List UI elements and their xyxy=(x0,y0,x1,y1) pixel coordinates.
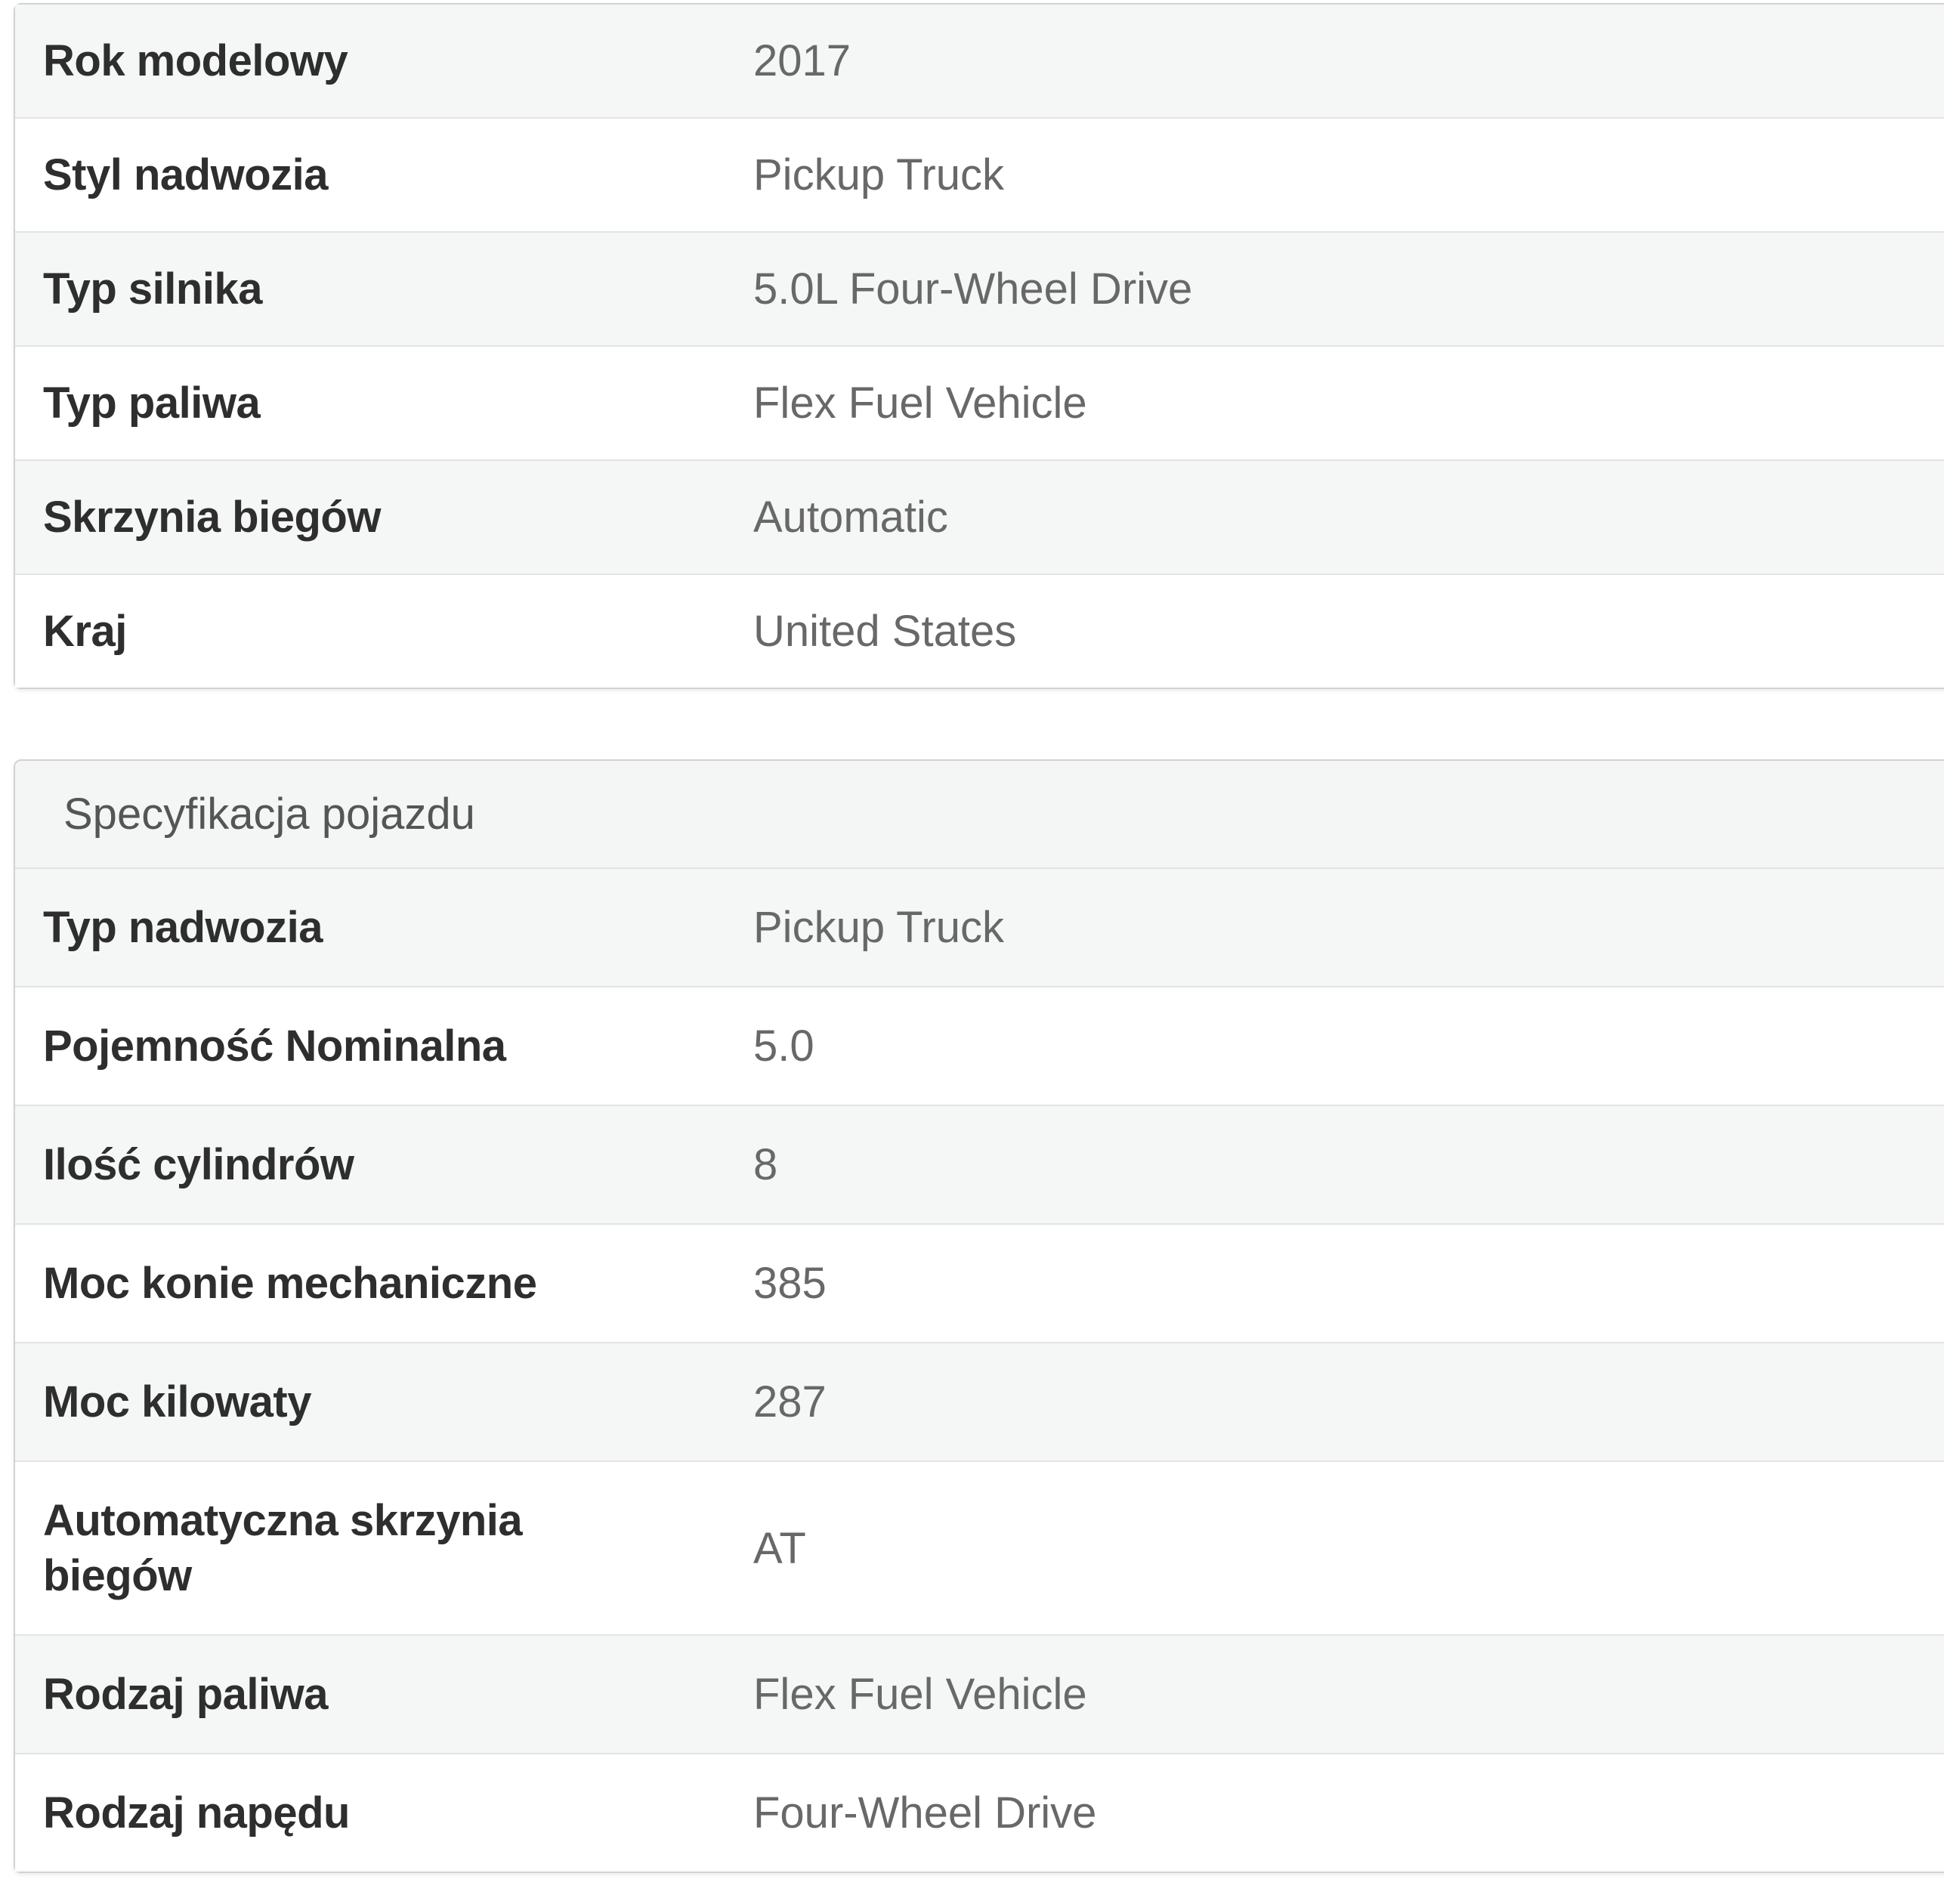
row-value: Pickup Truck xyxy=(725,117,1944,232)
row-value: Pickup Truck xyxy=(753,903,1004,952)
table-row: Typ silnika 5.0L Four-Wheel Drive xyxy=(15,231,1944,346)
table-row: Pojemność Nominalna 5.0 xyxy=(15,986,1944,1105)
table-row: Typ paliwa Flex Fuel Vehicle xyxy=(15,345,1944,460)
spec-table-title: Specyfikacja pojazdu xyxy=(15,761,1944,869)
table-row: Ilość cylindrów 8 xyxy=(15,1105,1944,1224)
row-label: Rodzaj paliwa xyxy=(15,1634,725,1754)
row-label: Pojemność Nominalna xyxy=(15,986,725,1105)
row-value: AT xyxy=(725,1460,1944,1635)
row-label: Styl nadwozia xyxy=(15,117,725,232)
row-label: Rodzaj napędu xyxy=(15,1753,725,1872)
row-label: Automatyczna skrzynia biegów xyxy=(15,1460,725,1635)
table-row: Kraj United States xyxy=(15,573,1944,688)
row-value: 5.0 xyxy=(725,986,1944,1105)
row-value: 287 xyxy=(725,1342,1944,1461)
row-label: Skrzynia biegów xyxy=(15,459,725,574)
row-value: 8 xyxy=(725,1105,1944,1224)
row-value: 5.0L Four-Wheel Drive xyxy=(725,231,1944,346)
row-value: Four-Wheel Drive xyxy=(725,1753,1944,1872)
row-label: Typ paliwa xyxy=(15,345,725,460)
row-value: 385 xyxy=(725,1223,1944,1343)
row-label: Typ nadwozia xyxy=(43,903,323,952)
row-label: Moc konie mechaniczne xyxy=(15,1223,725,1343)
summary-table: Rok modelowy 2017 Styl nadwozia Pickup T… xyxy=(15,5,1944,688)
table-row: Typ nadwozia Pickup Truck xyxy=(15,869,1944,987)
table-row: Skrzynia biegów Automatic xyxy=(15,459,1944,574)
row-label: Typ silnika xyxy=(15,231,725,346)
row-value: Flex Fuel Vehicle xyxy=(725,1634,1944,1754)
row-label: Ilość cylindrów xyxy=(15,1105,725,1224)
row-label: Moc kilowaty xyxy=(15,1342,725,1461)
row-label: Rok modelowy xyxy=(43,36,348,85)
row-label: Kraj xyxy=(15,573,725,688)
summary-table-panel: Rok modelowy 2017 Styl nadwozia Pickup T… xyxy=(14,3,1944,689)
spec-table: Typ nadwozia Pickup Truck Pojemność Nomi… xyxy=(15,869,1944,1872)
row-value: 2017 xyxy=(753,36,851,85)
table-row: Moc konie mechaniczne 385 xyxy=(15,1223,1944,1343)
spec-table-panel: Specyfikacja pojazdu Typ nadwozia Pickup… xyxy=(14,759,1944,1873)
table-row: Rodzaj paliwa Flex Fuel Vehicle xyxy=(15,1634,1944,1754)
table-row: Styl nadwozia Pickup Truck xyxy=(15,117,1944,232)
table-row: Rok modelowy 2017 xyxy=(15,5,1944,118)
table-row: Moc kilowaty 287 xyxy=(15,1342,1944,1461)
row-value: Automatic xyxy=(725,459,1944,574)
row-value: United States xyxy=(725,573,1944,688)
table-row: Rodzaj napędu Four-Wheel Drive xyxy=(15,1753,1944,1872)
row-value: Flex Fuel Vehicle xyxy=(725,345,1944,460)
table-row: Automatyczna skrzynia biegów AT xyxy=(15,1460,1944,1635)
